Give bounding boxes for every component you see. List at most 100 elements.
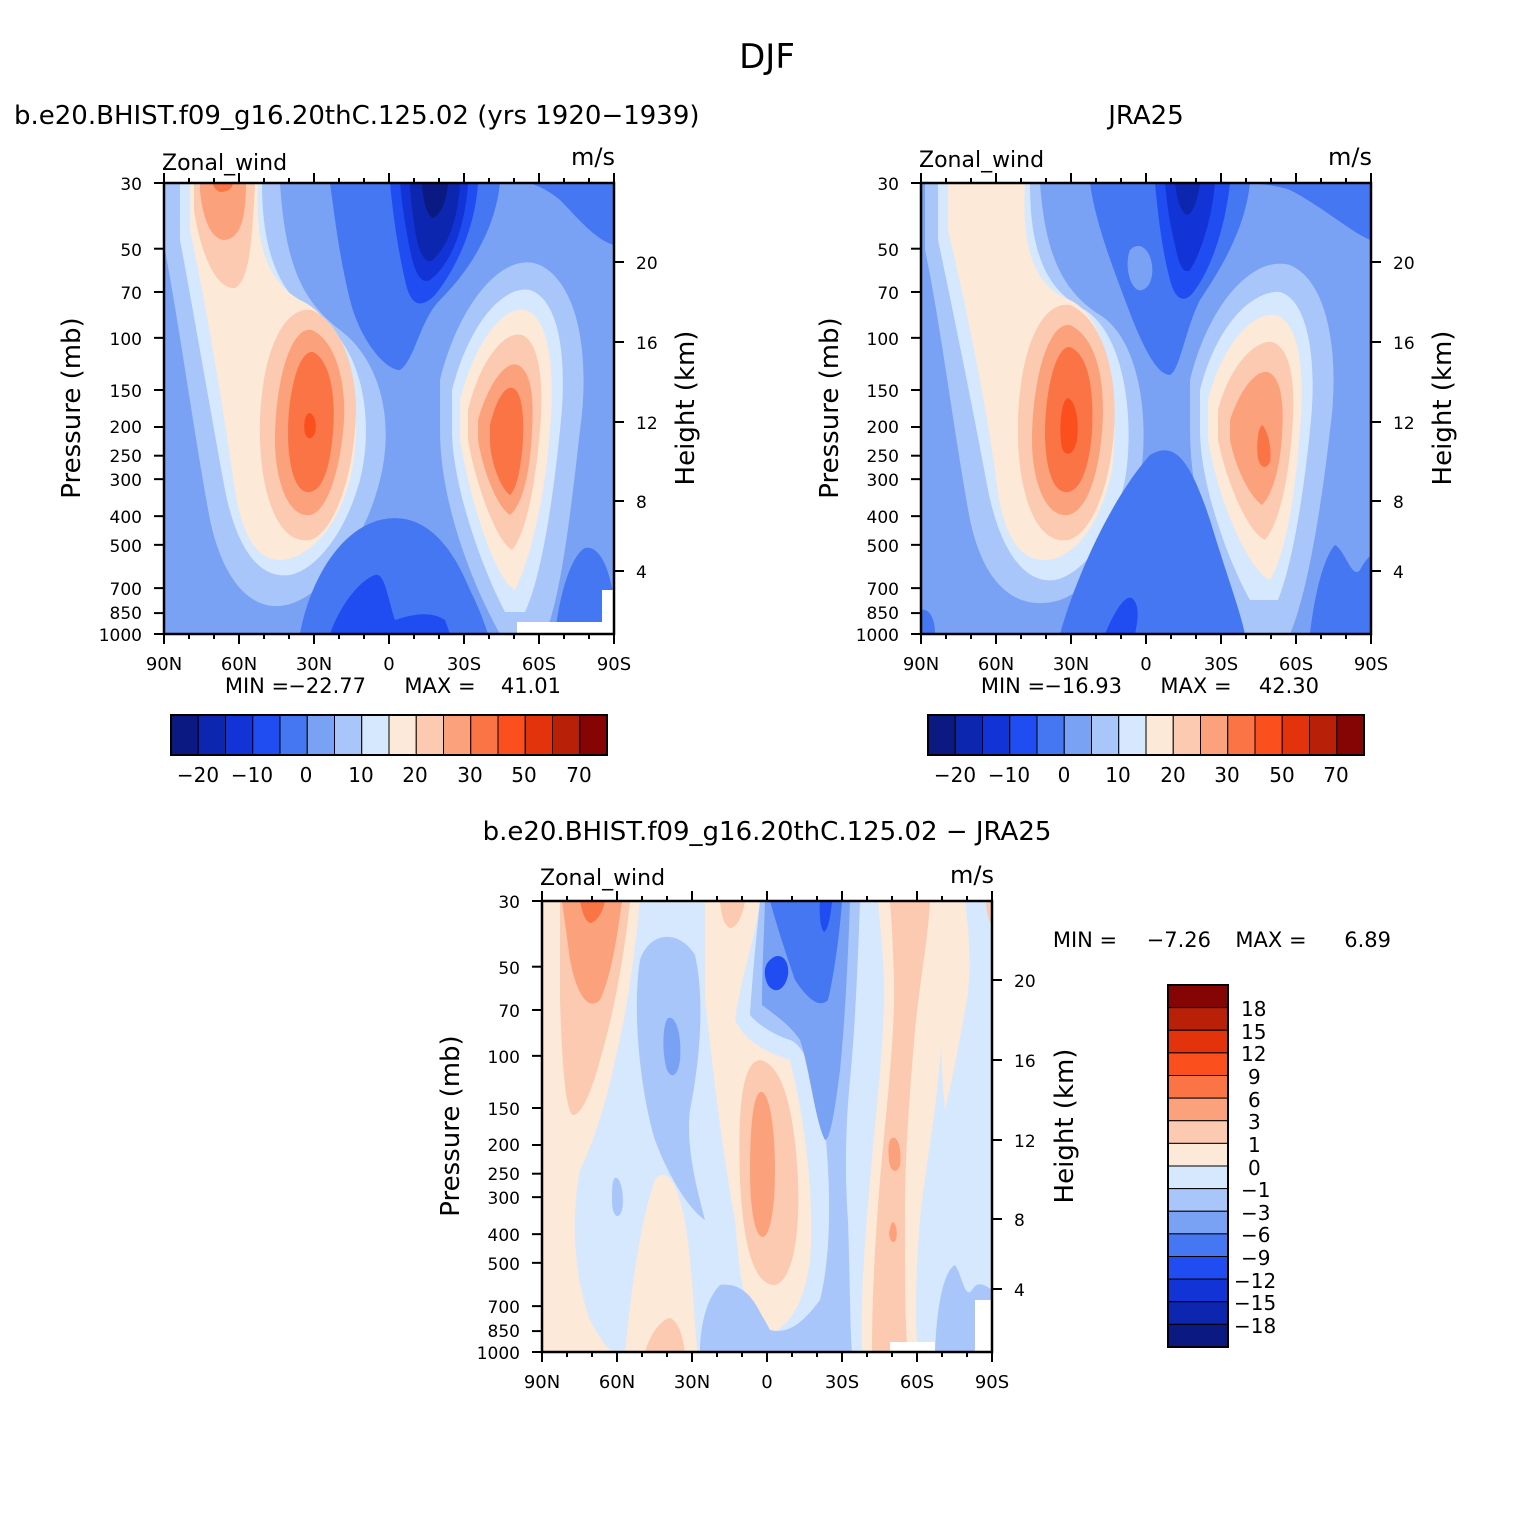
y-right-tick-label: 8 [1393, 493, 1404, 513]
y-right-axis-label: Height (km) [1050, 1049, 1080, 1204]
colorbar-box [443, 714, 472, 756]
y-tick-label: 300 [867, 471, 899, 491]
colorbar-box [1309, 714, 1338, 756]
panel-obs-field-label: Zonal_wind [919, 148, 1044, 173]
colorbar-box [1167, 1120, 1229, 1144]
y-right-tick-label: 12 [1393, 414, 1415, 434]
colorbar-label: 20 [1160, 763, 1185, 787]
panel-model-title: b.e20.BHIST.f09_g16.20thC.125.02 (yrs 19… [14, 101, 700, 131]
y-right-tick-label: 4 [636, 563, 647, 583]
colorbar-box [1167, 1256, 1229, 1280]
colorbar-box [1167, 1007, 1229, 1031]
colorbar-box [415, 714, 444, 756]
y-tick-label: 850 [110, 604, 142, 624]
x-tick-label: 30N [1053, 654, 1089, 675]
panel-diff-units: m/s [950, 861, 994, 889]
y-tick-label: 70 [877, 284, 899, 304]
y-tick-label: 700 [488, 1298, 520, 1318]
colorbar-label: −18 [1234, 1314, 1276, 1338]
colorbar-label: −6 [1241, 1223, 1270, 1247]
y-tick-label: 700 [110, 580, 142, 600]
colorbar-box [279, 714, 308, 756]
colorbar-label: 12 [1241, 1042, 1266, 1066]
colorbar-label: 70 [1323, 763, 1348, 787]
panel-obs-colorbar-labels: −20 −10 0 10 20 30 50 70 [934, 763, 1349, 787]
panel-model-colorbar [170, 714, 608, 756]
colorbar-box [1167, 984, 1229, 1009]
y-right-axis-label: Height (km) [671, 331, 701, 486]
colorbar-box [225, 714, 254, 756]
colorbar-box [1167, 1301, 1229, 1325]
colorbar-box [1254, 714, 1283, 756]
max-value: 42.30 [1259, 674, 1319, 698]
panel-diff-field-label: Zonal_wind [540, 866, 665, 891]
colorbar-box [927, 714, 956, 756]
colorbar-label: 10 [348, 763, 373, 787]
x-tick-label: 60S [1279, 654, 1313, 675]
y-tick-label: 700 [867, 580, 899, 600]
panel-diff-contours [542, 901, 992, 1352]
y-tick-label: 150 [488, 1100, 520, 1120]
colorbar-box [361, 714, 390, 756]
colorbar-label: 0 [1058, 763, 1071, 787]
panel-obs-title: JRA25 [1106, 101, 1184, 131]
colorbar-box [1167, 1278, 1229, 1303]
colorbar-label: −10 [988, 763, 1030, 787]
colorbar-box [1200, 714, 1229, 756]
y-tick-label: 200 [110, 418, 142, 438]
colorbar-label: −10 [231, 763, 273, 787]
colorbar-box [1336, 714, 1365, 756]
y-tick-label: 850 [867, 604, 899, 624]
y-tick-label: 250 [110, 447, 142, 467]
colorbar-label: 20 [402, 763, 427, 787]
figure-title: DJF [739, 37, 795, 77]
colorbar-label: 30 [457, 763, 482, 787]
y-right-tick-label: 16 [1014, 1052, 1036, 1072]
y-tick-label: 50 [498, 959, 520, 979]
x-tick-label: 30N [674, 1372, 710, 1393]
y-right-tick-label: 20 [1014, 972, 1036, 992]
min-value: −16.93 [1044, 674, 1122, 698]
colorbar-label: −9 [1241, 1246, 1270, 1270]
panel-model-contours [164, 183, 614, 634]
y-right-tick-label: 12 [636, 414, 658, 434]
colorbar-box [1167, 1210, 1229, 1235]
min-value: −22.77 [288, 674, 366, 698]
x-tick-label: 90S [597, 654, 631, 675]
panel-diff-colorbar-labels: 18 15 12 9 6 3 1 0 −1 −3 −6 −9 −12 −15 −… [1234, 997, 1276, 1338]
y-right-tick-label: 8 [636, 493, 647, 513]
y-tick-label: 500 [488, 1255, 520, 1275]
panel-diff-title: b.e20.BHIST.f09_g16.20thC.125.02 − JRA25 [483, 817, 1052, 847]
panel-obs: JRA25 Zonal_wind m/s [815, 101, 1458, 787]
colorbar-box [388, 714, 417, 756]
colorbar-label: −20 [934, 763, 976, 787]
y-tick-label: 200 [867, 418, 899, 438]
panel-obs-y-axis: 30 50 70 100 150 200 250 300 400 500 700… [815, 175, 899, 646]
y-right-tick-label: 4 [1393, 563, 1404, 583]
colorbar-box [306, 714, 335, 756]
y-right-tick-label: 8 [1014, 1211, 1025, 1231]
colorbar-label: 0 [1248, 1156, 1261, 1180]
colorbar-box [1009, 714, 1038, 756]
y-tick-label: 500 [110, 537, 142, 557]
y-tick-label: 100 [488, 1048, 520, 1068]
y-tick-label: 150 [110, 382, 142, 402]
panel-model-units: m/s [571, 143, 615, 171]
colorbar-box [470, 714, 499, 756]
y-tick-label: 100 [867, 330, 899, 350]
max-value: 6.89 [1344, 928, 1391, 952]
y-right-tick-label: 16 [636, 334, 658, 354]
colorbar-box [1167, 1142, 1229, 1167]
panel-diff-y-right-axis: 20 16 12 8 4 Height (km) [1014, 972, 1080, 1301]
y-tick-label: 850 [488, 1322, 520, 1342]
panel-obs-units: m/s [1328, 143, 1372, 171]
y-tick-label: 250 [488, 1165, 520, 1185]
colorbar-label: −1 [1241, 1178, 1270, 1202]
colorbar-frame [170, 714, 608, 756]
x-tick-label: 60N [599, 1372, 635, 1393]
y-right-tick-label: 4 [1014, 1281, 1025, 1301]
colorbar-label: 1 [1248, 1133, 1261, 1157]
panel-model-colorbar-labels: −20 −10 0 10 20 30 50 70 [177, 763, 592, 787]
y-tick-label: 400 [488, 1226, 520, 1246]
